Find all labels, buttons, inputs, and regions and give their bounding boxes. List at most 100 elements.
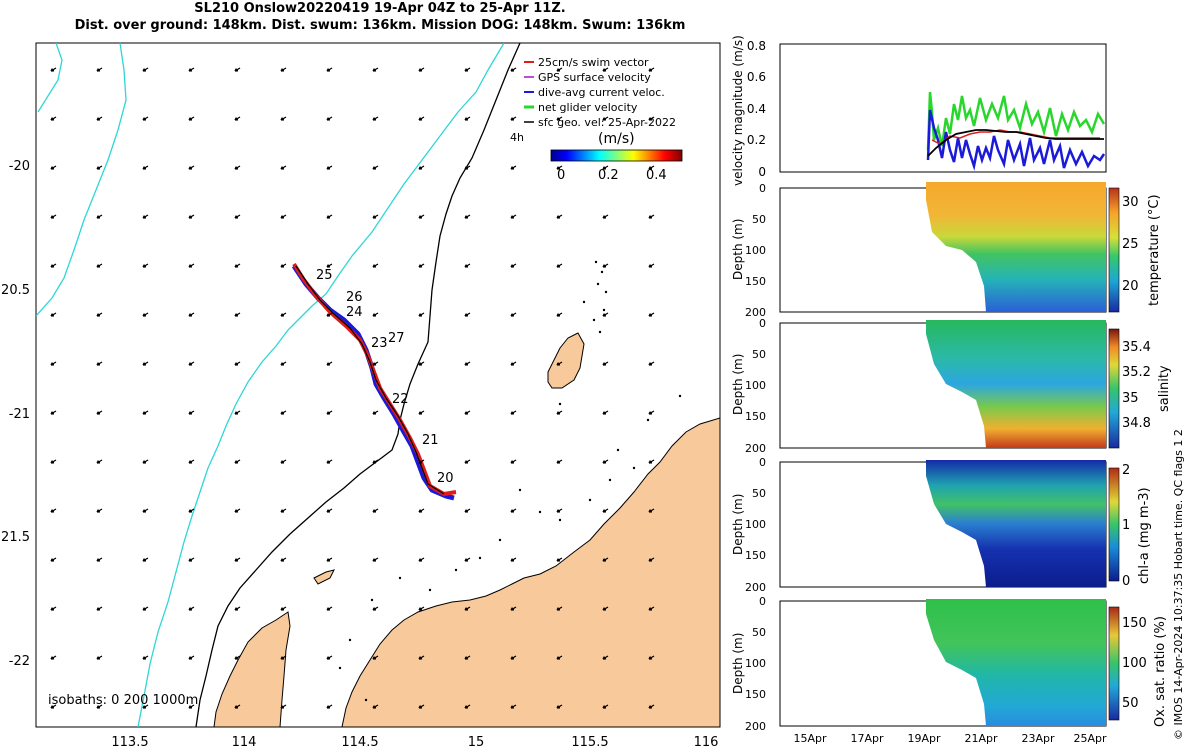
temperature-cbar-label: temperature (°C) <box>1147 194 1162 306</box>
geo-velocity-arrow <box>510 606 517 611</box>
salinity-cbar-tick: 34.8 <box>1122 416 1151 431</box>
geo-velocity-arrow <box>96 263 103 268</box>
depth-tick: 0 <box>759 182 766 195</box>
depth-tick: 0 <box>759 317 766 330</box>
geo-velocity-arrow <box>510 116 517 121</box>
geo-velocity-arrow <box>648 704 655 709</box>
geo-velocity-arrow <box>188 67 195 72</box>
map-y-tick: 21.5 <box>1 530 30 545</box>
time-x-tick: 15Apr <box>793 732 827 745</box>
map-y-tick: -21 <box>9 407 30 422</box>
geo-velocity-arrow <box>418 361 425 366</box>
arrow-scale-label: 4h <box>510 131 524 144</box>
geo-velocity-arrow <box>372 165 379 170</box>
geo-velocity-line <box>927 129 1104 157</box>
geo-velocity-arrow <box>96 606 103 611</box>
geo-velocity-arrow <box>188 557 195 562</box>
geo-velocity-arrow <box>142 508 149 513</box>
geo-velocity-arrow <box>234 459 241 464</box>
title-line-1: SL210 Onslow20220419 19-Apr 04Z to 25-Ap… <box>194 1 566 16</box>
geo-velocity-arrow <box>418 557 425 562</box>
depth-tick: 150 <box>745 410 766 423</box>
day-label-22: 22 <box>392 392 409 407</box>
map-x-tick: 113.5 <box>111 735 148 750</box>
geo-velocity-arrow <box>418 459 425 464</box>
geo-velocity-arrow <box>280 361 287 366</box>
depth-tick: 100 <box>745 518 766 531</box>
salinity-cbar-label: salinity <box>1157 365 1172 412</box>
depth-tick: 0 <box>759 456 766 469</box>
map-x-tick: 114.5 <box>341 735 378 750</box>
geo-velocity-arrow <box>464 410 471 415</box>
geo-velocity-arrow <box>418 116 425 121</box>
day-label-23: 23 <box>371 336 388 351</box>
legend-current: dive-avg current veloc. <box>538 86 665 99</box>
geo-velocity-arrow <box>188 165 195 170</box>
geo-velocity-arrow <box>648 410 655 415</box>
day-label-25: 25 <box>316 268 333 283</box>
geo-velocity-arrow <box>556 557 563 562</box>
salinity-cbar-tick: 35.2 <box>1122 365 1151 380</box>
geo-velocity-arrow <box>556 214 563 219</box>
geo-velocity-arrow <box>280 557 287 562</box>
colorbar-tick-1: 0.2 <box>598 168 619 183</box>
oxygen-cbar-label: Ox. sat. ratio (%) <box>1153 616 1168 727</box>
geo-velocity-arrow <box>556 655 563 660</box>
map-y-tick: 20.5 <box>1 283 30 298</box>
geo-velocity-arrow <box>372 67 379 72</box>
geo-velocity-arrow <box>372 263 379 268</box>
geo-velocity-arrow <box>510 704 517 709</box>
geo-velocity-arrow <box>50 116 57 121</box>
geo-velocity-arrow <box>142 557 149 562</box>
geo-velocity-arrow <box>234 655 241 660</box>
salinity-y-label: Depth (m) <box>731 354 745 415</box>
depth-tick: 150 <box>745 549 766 562</box>
map-x-tick: 15 <box>468 735 485 750</box>
geo-velocity-arrow <box>234 263 241 268</box>
geo-velocity-arrow <box>602 704 609 709</box>
geo-velocity-arrow <box>510 214 517 219</box>
geo-velocity-arrow <box>142 459 149 464</box>
geo-velocity-arrow <box>464 557 471 562</box>
geo-velocity-arrow <box>96 410 103 415</box>
geo-velocity-arrow <box>556 704 563 709</box>
time-x-axis: 15Apr 17Apr 19Apr 21Apr 23Apr 25Apr <box>793 732 1107 745</box>
velocity-y-tick: 0.8 <box>747 39 766 53</box>
isobaths-label: isobaths: 0 200 1000m <box>48 693 198 708</box>
legend-gps: GPS surface velocity <box>538 71 651 84</box>
depth-tick: 100 <box>745 657 766 670</box>
geo-velocity-arrow <box>142 704 149 709</box>
geo-velocity-arrow <box>326 410 333 415</box>
geo-velocity-arrow <box>648 508 655 513</box>
depth-tick: 200 <box>745 442 766 455</box>
geo-velocity-arrow <box>372 116 379 121</box>
time-x-tick: 19Apr <box>907 732 941 745</box>
depth-tick: 150 <box>745 688 766 701</box>
geo-velocity-arrow <box>280 214 287 219</box>
geo-velocity-arrow <box>418 263 425 268</box>
depth-tick: 50 <box>752 487 766 500</box>
geo-velocity-arrow <box>464 655 471 660</box>
geo-velocity-arrow <box>280 312 287 317</box>
geo-velocity-arrow <box>372 704 379 709</box>
map-y-tick: -20 <box>9 159 30 174</box>
time-x-tick: 17Apr <box>850 732 884 745</box>
geo-velocity-arrow <box>556 459 563 464</box>
geo-velocity-arrow <box>418 214 425 219</box>
geo-velocity-arrow <box>648 263 655 268</box>
geo-velocity-arrow <box>326 606 333 611</box>
current-velocity-line <box>926 109 1106 171</box>
geo-velocity-arrow <box>602 606 609 611</box>
geo-velocity-arrow <box>602 214 609 219</box>
depth-tick: 0 <box>759 595 766 608</box>
isobath-1000 <box>137 43 505 727</box>
geo-velocity-arrow <box>372 508 379 513</box>
geo-velocity-arrow <box>96 459 103 464</box>
geo-velocity-arrow <box>418 606 425 611</box>
geo-velocity-arrow <box>188 606 195 611</box>
geo-velocity-arrow <box>326 165 333 170</box>
time-x-tick: 21Apr <box>964 732 998 745</box>
geo-velocity-arrow <box>602 263 609 268</box>
